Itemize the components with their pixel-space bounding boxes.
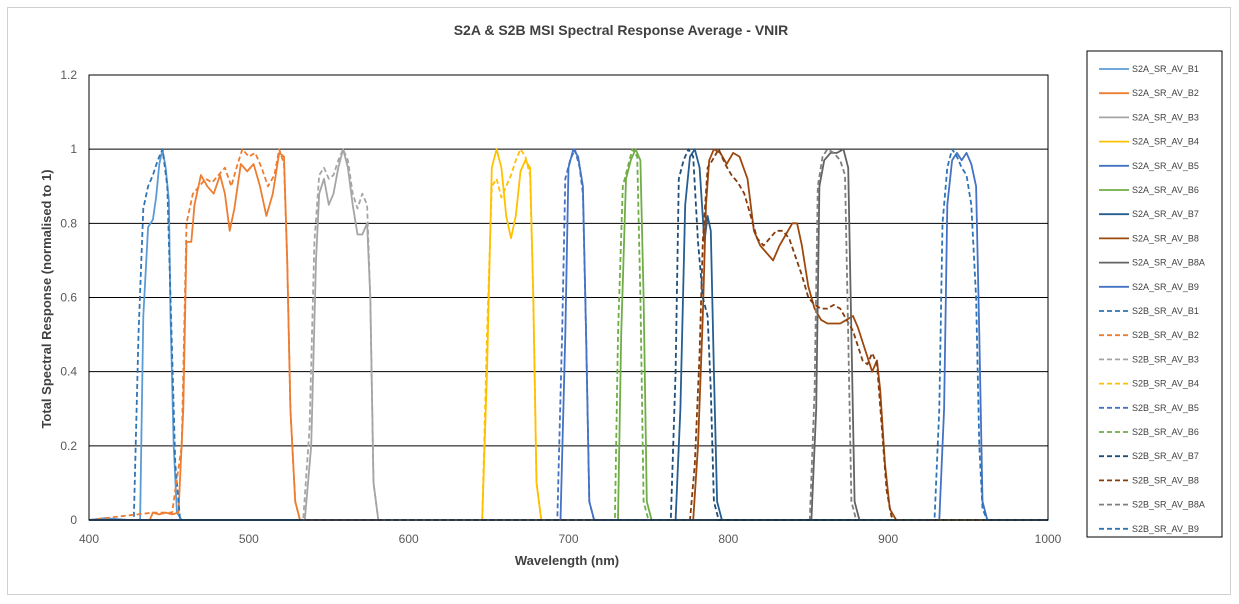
y-tick-labels: 0 0.2 0.4 0.6 0.8 1 1.2 — [60, 68, 77, 527]
legend-label: S2B_SR_AV_B8A — [1132, 500, 1205, 510]
series-line-S2A_SR_AV_B5 — [89, 148, 1048, 521]
x-axis-title: Wavelength (nm) — [515, 553, 619, 568]
legend-label: S2B_SR_AV_B4 — [1132, 379, 1199, 389]
legend-label: S2B_SR_AV_B6 — [1132, 427, 1199, 437]
legend-label: S2A_SR_AV_B1 — [1132, 64, 1199, 74]
series-line-S2A_SR_AV_B8A — [89, 148, 1048, 521]
y-tick-label: 0 — [70, 513, 77, 527]
series-line-S2B_SR_AV_B7 — [89, 148, 1048, 521]
plot-area-border — [88, 74, 1049, 521]
series-line-S2A_SR_AV_B6 — [89, 148, 1048, 521]
series-line-S2B_SR_AV_B4 — [89, 148, 1048, 521]
gridlines — [89, 74, 1048, 521]
y-axis-title: Total Spectral Response (normalised to 1… — [39, 169, 54, 428]
chart-svg: S2A & S2B MSI Spectral Response Average … — [39, 22, 1223, 568]
series-lines — [88, 148, 1048, 521]
series-line-S2B_SR_AV_B9 — [89, 148, 1048, 521]
chart-title: S2A & S2B MSI Spectral Response Average … — [454, 22, 789, 38]
legend-label: S2B_SR_AV_B9 — [1132, 524, 1199, 534]
series-line-S2B_SR_AV_B5 — [89, 148, 1048, 521]
series-line-S2A_SR_AV_B8 — [89, 148, 1048, 521]
legend-label: S2B_SR_AV_B3 — [1132, 354, 1199, 364]
legend-label: S2A_SR_AV_B9 — [1132, 282, 1199, 292]
y-tick-label: 1.2 — [60, 68, 77, 82]
series-line-S2B_SR_AV_B3 — [89, 148, 1048, 521]
x-tick-labels: 400 500 600 700 800 900 1000 — [79, 532, 1062, 546]
y-tick-label: 0.6 — [60, 291, 77, 305]
legend-label: S2B_SR_AV_B8 — [1132, 475, 1199, 485]
x-tick-label: 900 — [878, 532, 898, 546]
legend-label: S2B_SR_AV_B7 — [1132, 451, 1199, 461]
series-line-S2B_SR_AV_B8A — [89, 148, 1048, 521]
series-line-S2B_SR_AV_B6 — [89, 148, 1048, 521]
y-tick-label: 1 — [70, 142, 77, 156]
series-line-S2A_SR_AV_B2 — [89, 152, 1048, 521]
y-tick-label: 0.8 — [60, 216, 77, 230]
legend-label: S2B_SR_AV_B5 — [1132, 403, 1199, 413]
x-tick-label: 1000 — [1035, 532, 1062, 546]
legend-label: S2A_SR_AV_B5 — [1132, 161, 1199, 171]
legend-label: S2A_SR_AV_B4 — [1132, 137, 1199, 147]
x-tick-label: 600 — [399, 532, 419, 546]
legend-label: S2A_SR_AV_B3 — [1132, 112, 1199, 122]
series-line-S2B_SR_AV_B2 — [88, 148, 1048, 521]
y-tick-label: 0.2 — [60, 439, 77, 453]
legend-label: S2A_SR_AV_B2 — [1132, 88, 1199, 98]
legend-label: S2A_SR_AV_B7 — [1132, 209, 1199, 219]
legend-label: S2B_SR_AV_B2 — [1132, 330, 1199, 340]
series-line-S2A_SR_AV_B7 — [89, 148, 1048, 521]
y-tick-label: 0.4 — [60, 365, 77, 379]
legend-label: S2A_SR_AV_B6 — [1132, 185, 1199, 195]
legend: S2A_SR_AV_B1 S2A_SR_AV_B2 S2A_SR_AV_B3 S2A_… — [1086, 50, 1223, 538]
series-line-S2B_SR_AV_B8 — [89, 148, 1048, 521]
x-tick-label: 500 — [239, 532, 259, 546]
series-line-S2A_SR_AV_B9 — [89, 152, 1048, 521]
legend-label: S2A_SR_AV_B8 — [1132, 233, 1199, 243]
legend-box — [1086, 50, 1223, 538]
x-tick-label: 700 — [558, 532, 578, 546]
legend-label: S2B_SR_AV_B1 — [1132, 306, 1199, 316]
legend-label: S2A_SR_AV_B8A — [1132, 258, 1205, 268]
x-tick-label: 800 — [718, 532, 738, 546]
x-tick-label: 400 — [79, 532, 99, 546]
chart-frame: S2A & S2B MSI Spectral Response Average … — [7, 7, 1231, 595]
